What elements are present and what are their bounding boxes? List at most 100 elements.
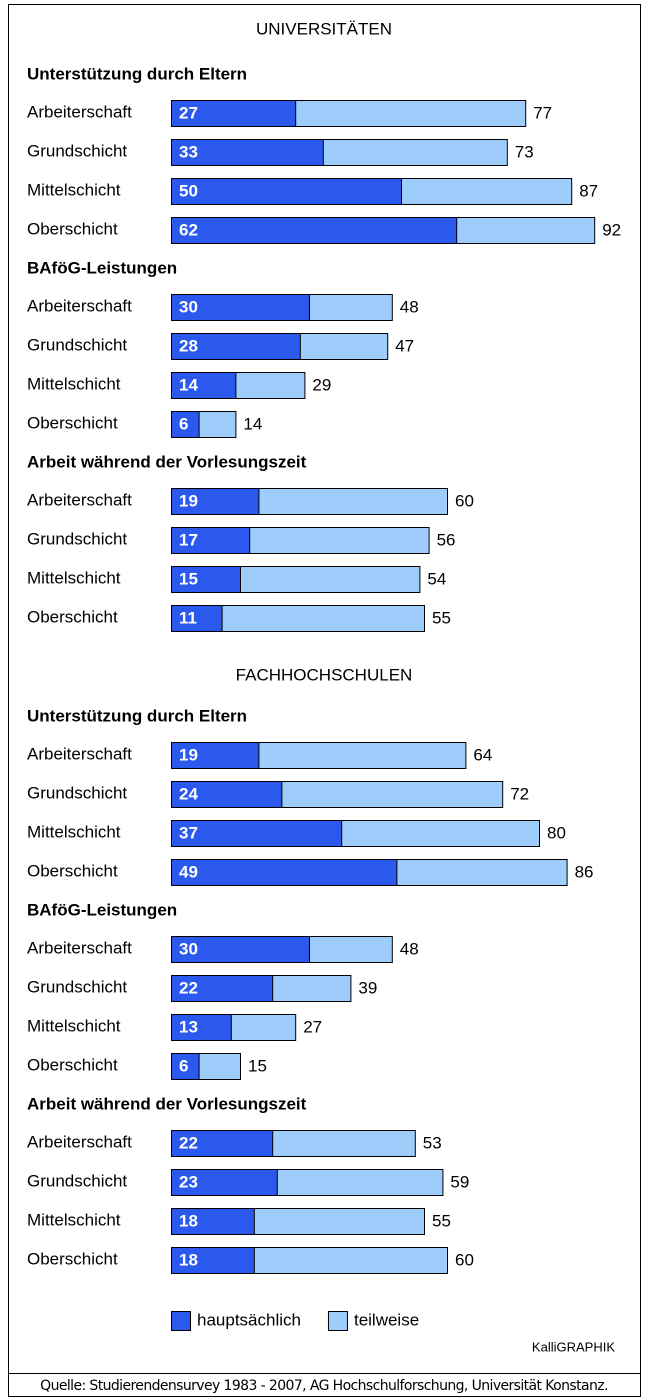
value-label: 22 [179,978,198,997]
bar [171,333,301,360]
value-label: 19 [179,491,198,510]
value-label: 11 [179,608,197,627]
category-label: Oberschicht [27,1249,118,1268]
value-label: 37 [179,823,198,842]
category-label: Grundschicht [27,977,127,996]
value-label: 60 [455,1250,474,1269]
category-label: Arbeiterschaft [27,296,132,315]
value-label: 30 [179,297,198,316]
value-label: 23 [179,1172,198,1191]
group-title: Arbeit während der Vorlesungszeit [27,1094,307,1113]
category-label: Oberschicht [27,607,118,626]
category-label: Arbeiterschaft [27,938,132,957]
group-title: Unterstützung durch Eltern [27,64,247,83]
category-label: Mittelschicht [27,1016,121,1035]
bar [171,1208,255,1235]
value-label: 17 [179,530,198,549]
value-label: 53 [423,1133,442,1152]
value-label: 54 [427,569,446,588]
legend-label: hauptsächlich [197,1310,301,1329]
bar [171,1053,200,1080]
value-label: 49 [179,862,198,881]
bar [171,742,260,769]
value-label: 39 [358,978,377,997]
bar [171,566,241,593]
value-label: 64 [473,745,492,764]
group-title: BAföG-Leistungen [27,900,177,919]
source: Quelle: Studierendensurvey 1983 - 2007, … [40,1378,608,1394]
category-label: Arbeiterschaft [27,744,132,763]
value-label: 14 [243,414,262,433]
category-label: Mittelschicht [27,568,121,587]
bar [171,411,200,438]
value-label: 15 [179,569,198,588]
bar [171,975,274,1002]
value-label: 80 [547,823,566,842]
category-label: Mittelschicht [27,180,121,199]
value-label: 55 [432,1211,451,1230]
bar [171,100,297,127]
value-label: 27 [303,1017,322,1036]
bar [171,294,310,321]
value-label: 72 [510,784,529,803]
category-label: Oberschicht [27,1055,118,1074]
group-title: Arbeit während der Vorlesungszeit [27,452,307,471]
value-label: 86 [575,862,594,881]
bar [171,781,283,808]
group-title: BAföG-Leistungen [27,258,177,277]
value-label: 59 [450,1172,469,1191]
bar [171,605,223,632]
value-label: 29 [312,375,331,394]
category-label: Grundschicht [27,335,127,354]
bar [171,1130,274,1157]
value-label: 87 [579,181,598,200]
value-label: 19 [179,745,198,764]
value-label: 56 [437,530,456,549]
value-label: 48 [400,297,419,316]
value-label: 55 [432,608,451,627]
value-label: 18 [179,1250,198,1269]
bar [171,936,310,963]
section-title: UNIVERSITÄTEN [256,19,392,38]
value-label: 27 [179,103,198,122]
credit: KalliGRAPHIK [532,1339,615,1354]
category-label: Mittelschicht [27,374,121,393]
category-label: Grundschicht [27,1171,127,1190]
category-label: Grundschicht [27,783,127,802]
value-label: 77 [533,103,552,122]
category-label: Mittelschicht [27,822,121,841]
category-label: Arbeiterschaft [27,490,132,509]
bar [171,1014,232,1041]
category-label: Oberschicht [27,861,118,880]
value-label: 50 [179,181,198,200]
value-label: 30 [179,939,198,958]
bar [171,139,324,166]
value-label: 24 [179,784,198,803]
value-label: 6 [179,1056,188,1075]
value-label: 33 [179,142,198,161]
value-label: 28 [179,336,198,355]
category-label: Oberschicht [27,413,118,432]
value-label: 13 [179,1017,198,1036]
legend-swatch [327,1311,348,1331]
value-label: 15 [248,1056,267,1075]
category-label: Grundschicht [27,529,127,548]
value-label: 60 [455,491,474,510]
category-label: Mittelschicht [27,1210,121,1229]
category-label: Oberschicht [27,219,118,238]
value-label: 92 [602,220,621,239]
section-title: FACHHOCHSCHULEN [236,665,413,684]
value-label: 22 [179,1133,198,1152]
bar [171,527,251,554]
category-label: Arbeiterschaft [27,1132,132,1151]
bar [171,488,260,515]
legend-swatch [171,1311,191,1331]
value-label: 48 [400,939,419,958]
bar [171,217,458,244]
category-label: Arbeiterschaft [27,102,132,121]
group-title: Unterstützung durch Eltern [27,706,247,725]
value-label: 6 [179,414,188,433]
value-label: 14 [179,375,198,394]
bar [171,372,237,399]
